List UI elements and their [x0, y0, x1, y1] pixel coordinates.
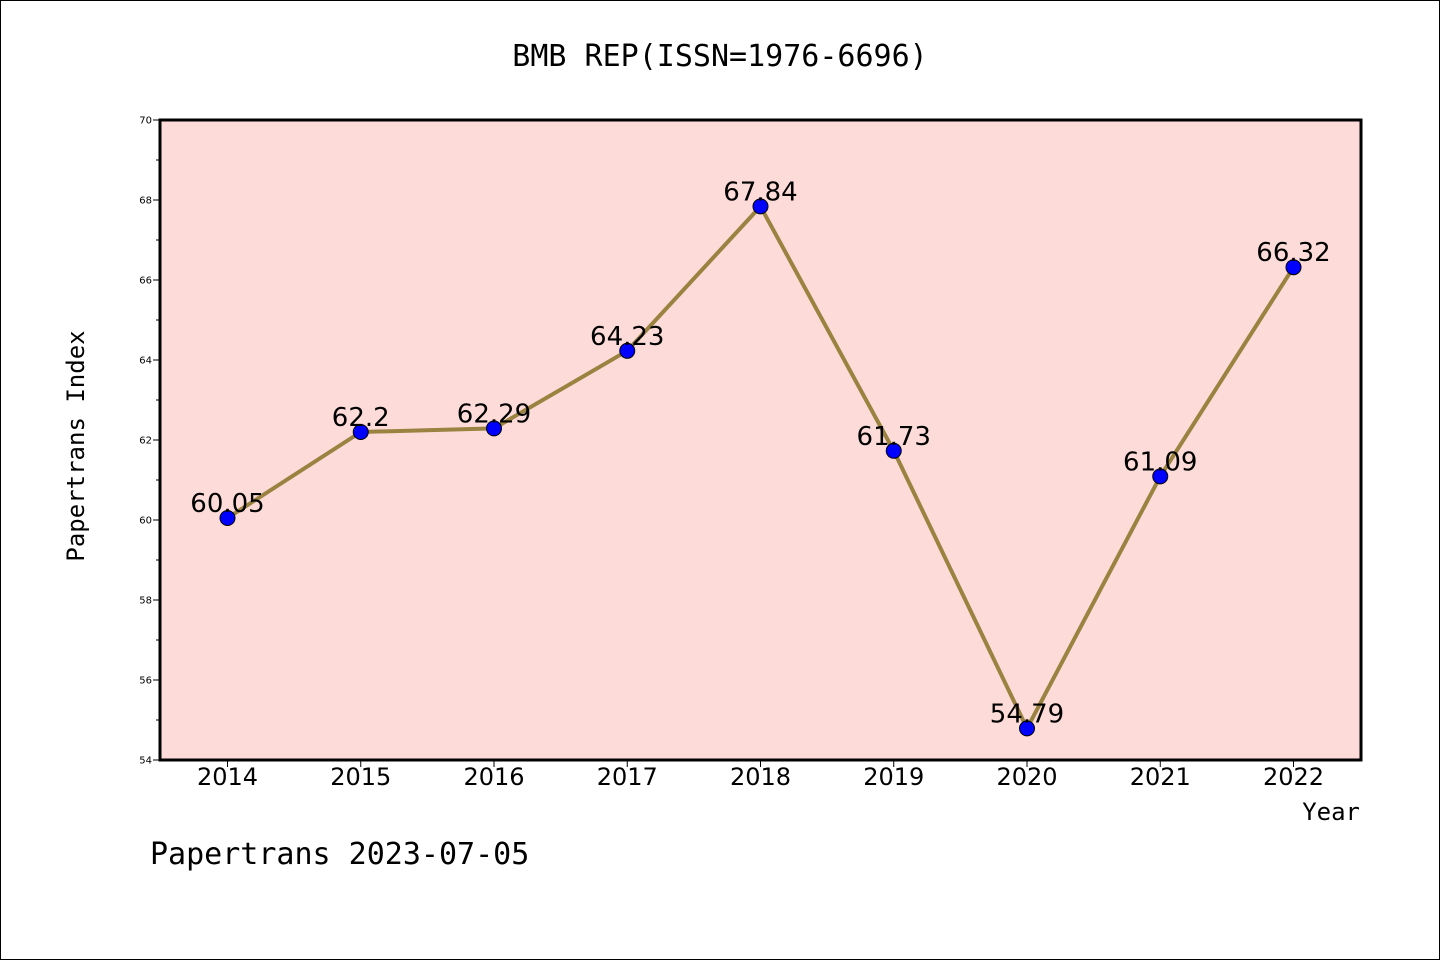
data-point [1285, 259, 1302, 276]
x-tick-label: 2022 [1263, 763, 1324, 791]
data-label: 62.29 [457, 399, 531, 429]
chart-title: BMB REP(ISSN=1976-6696) [512, 39, 927, 74]
data-point [1019, 720, 1035, 737]
y-tick-label: 62 [139, 436, 152, 447]
x-tick-label: 2020 [996, 763, 1057, 791]
y-tick-label: 54 [139, 756, 152, 767]
y-tick-label: 56 [139, 676, 152, 687]
y-tick-label: 60 [139, 516, 152, 527]
data-label: 54.79 [990, 699, 1064, 729]
y-tick-label: 64 [139, 356, 152, 367]
data-point [752, 198, 769, 215]
x-tick-label: 2018 [730, 763, 791, 791]
x-axis-label: Year [1302, 798, 1360, 826]
data-label: 66.32 [1256, 238, 1330, 268]
plot-area [160, 120, 1361, 760]
y-axis-label: Papertrans Index [62, 330, 90, 561]
data-label: 61.73 [857, 422, 931, 452]
x-tick-label: 2014 [197, 763, 258, 791]
data-point [619, 342, 636, 359]
x-tick-label: 2017 [597, 763, 658, 791]
data-point [486, 420, 502, 437]
y-tick-label: 66 [139, 276, 152, 287]
y-axis: 54 56 58 60 62 64 66 68 70 [139, 116, 160, 767]
data-point [219, 510, 236, 526]
x-tick-label: 2015 [330, 763, 391, 791]
y-tick-label: 68 [139, 196, 152, 207]
x-tick-label: 2016 [463, 763, 524, 791]
plot-border [158, 118, 1363, 762]
data-label: 61.09 [1123, 447, 1197, 477]
markers-group [219, 198, 1302, 737]
data-label: 67.84 [723, 177, 797, 207]
y-tick-label: 58 [139, 596, 152, 607]
data-label: 62.2 [332, 403, 390, 433]
footer-text: Papertrans 2023-07-05 [150, 837, 529, 872]
data-label: 64.23 [590, 322, 664, 352]
data-point [885, 442, 902, 459]
data-label: 60.05 [190, 489, 264, 519]
data-point [1152, 468, 1169, 485]
y-tick-label: 70 [139, 116, 152, 127]
data-labels-group: 60.05 62.2 62.29 64.23 67.84 61.73 54.79 61.09 6… [190, 177, 1330, 729]
x-axis: 2014 2015 2016 2017 2018 2019 2020 2021 2022 [197, 760, 1324, 791]
x-tick-label: 2019 [863, 763, 924, 791]
x-tick-label: 2021 [1130, 763, 1191, 791]
data-point [352, 424, 369, 440]
